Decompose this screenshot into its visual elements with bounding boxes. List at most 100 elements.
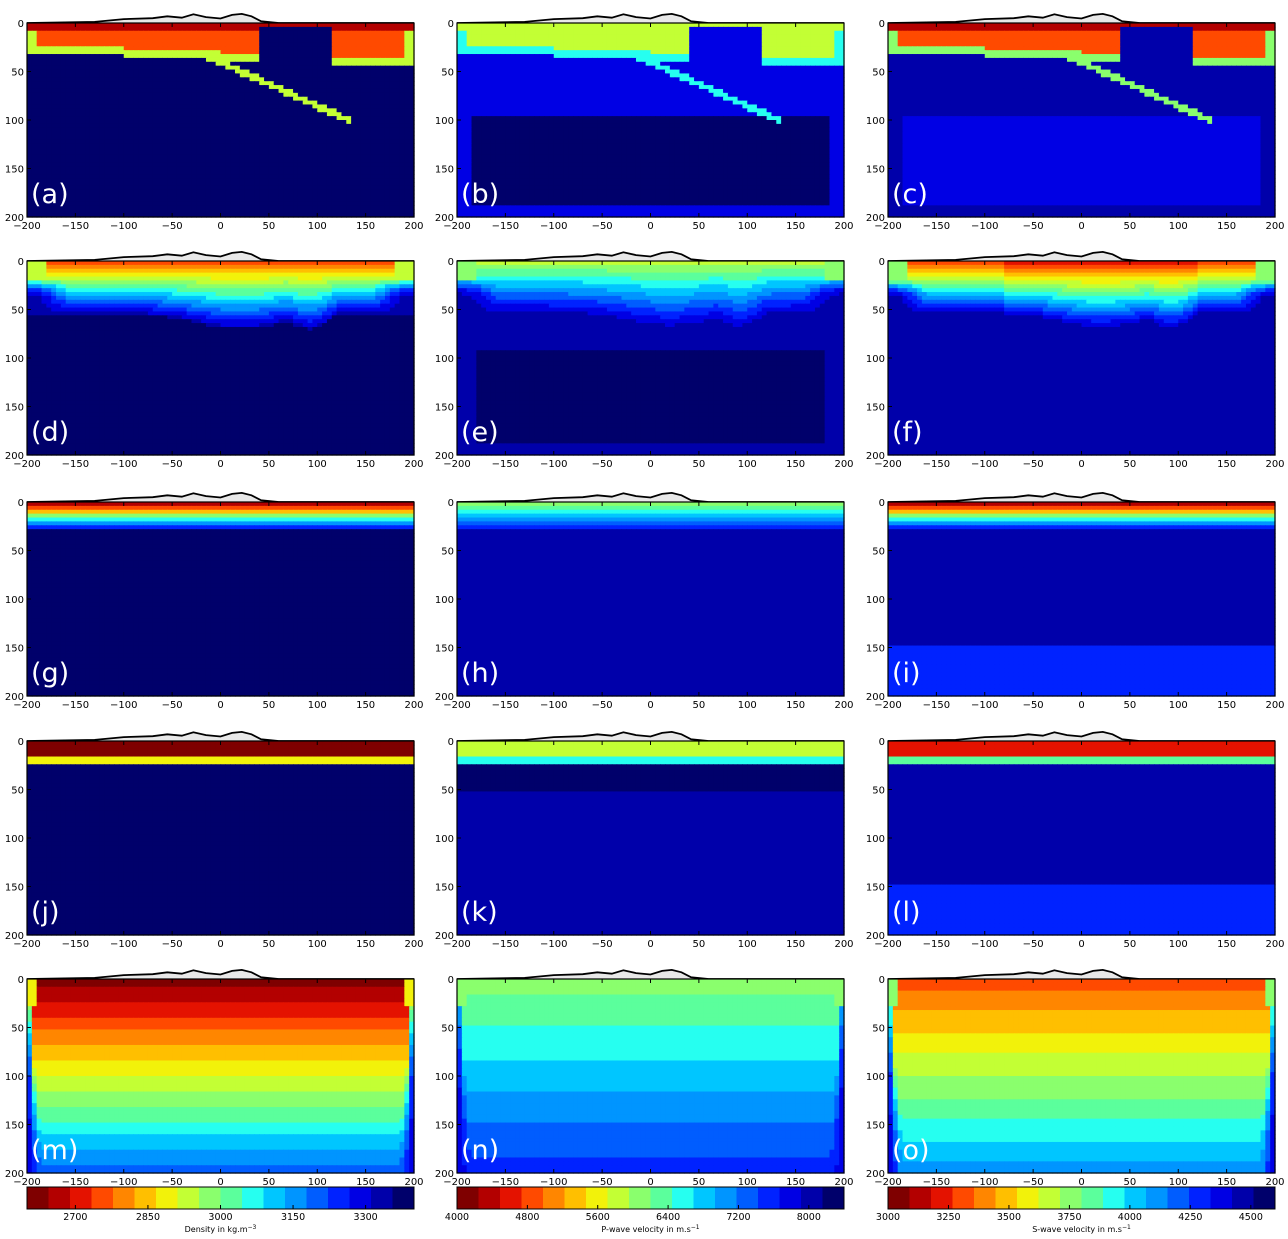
heatmap-cell [390,50,395,54]
heatmap-cell [346,39,351,43]
heatmap-cell [191,104,196,108]
heatmap-cell [80,23,85,27]
heatmap-cell [201,132,206,136]
heatmap-cell [143,42,148,46]
heatmap-cell [221,77,226,81]
heatmap-cell [279,101,284,105]
heatmap-cell [404,39,409,43]
heatmap-cell [196,58,201,62]
heatmap-cell [32,139,37,143]
heatmap-cell [71,101,76,105]
heatmap-cell [109,128,114,132]
heatmap-cell [85,101,90,105]
heatmap-cell [32,128,37,132]
heatmap-cell [75,77,80,81]
heatmap-cell [109,46,114,50]
heatmap-cell [390,70,395,74]
heatmap-cell [312,85,317,89]
heatmap-cell [211,136,216,140]
heatmap-cell [100,27,105,31]
heatmap-cell [71,112,76,116]
heatmap-cell [230,136,235,140]
heatmap-cell [172,89,177,93]
heatmap-cell [75,81,80,85]
heatmap-cell [254,128,259,132]
heatmap-cell [187,66,192,70]
heatmap-cell [216,93,221,97]
heatmap-cell [100,116,105,120]
heatmap-cell [133,136,138,140]
heatmap-cell [100,62,105,66]
heatmap-cell [375,81,380,85]
heatmap-cell [114,50,119,54]
heatmap-cell [225,50,230,54]
heatmap-cell [399,39,404,43]
heatmap-cell [356,85,361,89]
heatmap-cell [230,50,235,54]
heatmap-cell [124,112,129,116]
heatmap-cell [104,132,109,136]
heatmap-cell [85,128,90,132]
heatmap-cell [75,136,80,140]
heatmap-cell [211,81,216,85]
heatmap-cell [206,85,211,89]
heatmap-cell [235,31,240,35]
heatmap-cell [317,50,322,54]
heatmap-cell [346,116,351,120]
heatmap-cell [235,50,240,54]
heatmap-cell [177,112,182,116]
heatmap-cell [259,77,264,81]
heatmap-cell [42,112,47,116]
heatmap-cell [259,132,264,136]
heatmap-cell [361,93,366,97]
heatmap-cell [153,128,158,132]
heatmap-cell [288,108,293,112]
heatmap-cell [235,97,240,101]
heatmap-cell [351,101,356,105]
heatmap-cell [351,35,356,39]
heatmap-cell [138,27,143,31]
heatmap-cell [337,93,342,97]
heatmap-cell [124,27,129,31]
heatmap-cell [75,31,80,35]
heatmap-cell [42,66,47,70]
heatmap-cell [167,112,172,116]
heatmap-cell [390,81,395,85]
heatmap-cell [32,120,37,124]
heatmap-cell [385,128,390,132]
heatmap-cell [346,50,351,54]
heatmap-cell [380,77,385,81]
heatmap-cell [153,81,158,85]
heatmap-cell [138,89,143,93]
heatmap-cell [370,23,375,27]
heatmap-cell [129,101,134,105]
heatmap-cell [356,54,361,58]
heatmap-cell [201,39,206,43]
heatmap-cell [119,85,124,89]
heatmap-cell [104,58,109,62]
heatmap-cell [75,66,80,70]
heatmap-cell [288,23,293,27]
heatmap-cell [293,27,298,31]
heatmap-cell [274,35,279,39]
heatmap-cell [196,27,201,31]
heatmap-cell [138,85,143,89]
heatmap-cell [332,46,337,50]
heatmap-cell [274,93,279,97]
heatmap-cell [196,108,201,112]
heatmap-cell [172,97,177,101]
heatmap-cell [138,116,143,120]
heatmap-cell [308,39,313,43]
heatmap-cell [385,23,390,27]
heatmap-cell [240,108,245,112]
heatmap-cell [27,128,32,132]
heatmap-cell [366,116,371,120]
heatmap-cell [201,42,206,46]
heatmap-cell [298,27,303,31]
heatmap-cell [71,132,76,136]
heatmap-cell [85,39,90,43]
heatmap-cell [167,120,172,124]
heatmap-cell [201,101,206,105]
heatmap-cell [259,39,264,43]
heatmap-cell [104,70,109,74]
